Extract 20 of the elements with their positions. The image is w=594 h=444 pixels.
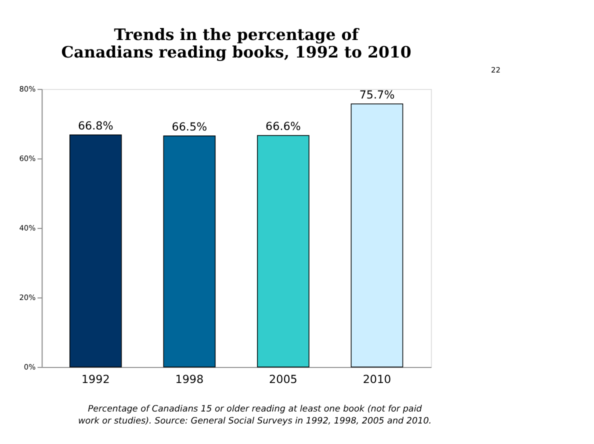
bar <box>257 135 310 368</box>
y-tick-label: 60% <box>19 154 36 163</box>
bar <box>69 134 122 368</box>
data-label: 66.5% <box>172 120 208 134</box>
data-label: 75.7% <box>359 88 395 102</box>
bar <box>163 135 216 368</box>
x-tick-label: 2010 <box>362 373 392 386</box>
text: Percentage of Canadians 15 or older reading at least one book (not for paid work or studies). Source: General Social Surveys in 1992, 1998, 2005 and 2010. <box>78 404 432 426</box>
x-tick-label: 1992 <box>81 373 110 386</box>
y-tick-label: 80% <box>19 84 36 94</box>
y-tick-label: 40% <box>19 223 36 232</box>
x-tick-label: 2005 <box>269 373 298 386</box>
y-tick-label: 20% <box>19 292 36 302</box>
data-label: 66.8% <box>78 119 114 132</box>
text: 22 <box>491 65 500 74</box>
x-tick-label: 1998 <box>175 373 204 386</box>
bar <box>350 104 404 368</box>
y-tick-label: 0% <box>24 362 36 372</box>
chart-title: Trends in the percentage of Canadians reading books, 1992 to 2010 <box>61 24 412 62</box>
data-label: 66.6% <box>266 120 301 133</box>
